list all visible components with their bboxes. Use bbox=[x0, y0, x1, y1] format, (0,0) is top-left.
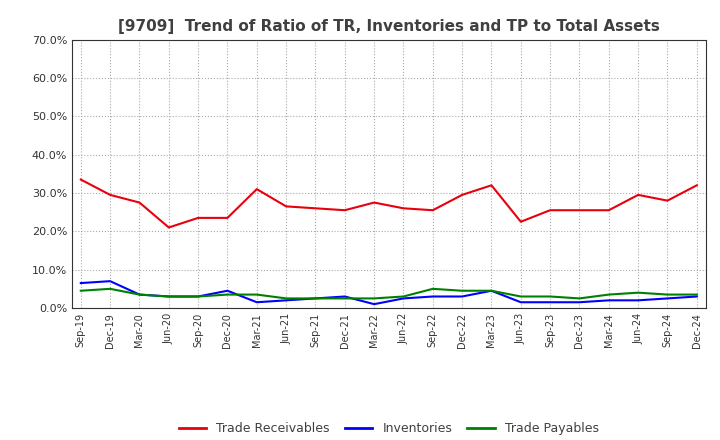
Trade Payables bbox=[76, 288, 85, 293]
Trade Payables bbox=[575, 296, 584, 301]
Trade Payables bbox=[311, 296, 320, 301]
Trade Receivables bbox=[106, 192, 114, 198]
Trade Payables bbox=[546, 294, 554, 299]
Trade Receivables bbox=[516, 219, 525, 224]
Inventories bbox=[253, 300, 261, 305]
Trade Payables bbox=[135, 292, 144, 297]
Trade Receivables bbox=[194, 215, 202, 220]
Inventories bbox=[370, 301, 379, 307]
Trade Receivables bbox=[341, 208, 349, 213]
Inventories bbox=[458, 294, 467, 299]
Trade Receivables bbox=[575, 208, 584, 213]
Inventories bbox=[311, 296, 320, 301]
Trade Receivables bbox=[693, 183, 701, 188]
Inventories bbox=[106, 279, 114, 284]
Title: [9709]  Trend of Ratio of TR, Inventories and TP to Total Assets: [9709] Trend of Ratio of TR, Inventories… bbox=[118, 19, 660, 34]
Line: Trade Payables: Trade Payables bbox=[81, 289, 697, 298]
Trade Receivables bbox=[487, 183, 496, 188]
Inventories bbox=[76, 280, 85, 286]
Trade Payables bbox=[282, 296, 290, 301]
Trade Payables bbox=[458, 288, 467, 293]
Trade Payables bbox=[605, 292, 613, 297]
Trade Payables bbox=[487, 288, 496, 293]
Trade Payables bbox=[634, 290, 642, 295]
Inventories bbox=[605, 298, 613, 303]
Line: Trade Receivables: Trade Receivables bbox=[81, 180, 697, 227]
Inventories bbox=[546, 300, 554, 305]
Inventories bbox=[223, 288, 232, 293]
Trade Payables bbox=[194, 294, 202, 299]
Trade Receivables bbox=[223, 215, 232, 220]
Inventories bbox=[399, 296, 408, 301]
Inventories bbox=[341, 294, 349, 299]
Trade Receivables bbox=[76, 177, 85, 182]
Trade Receivables bbox=[634, 192, 642, 198]
Trade Receivables bbox=[546, 208, 554, 213]
Trade Payables bbox=[164, 294, 173, 299]
Inventories bbox=[164, 294, 173, 299]
Trade Payables bbox=[341, 296, 349, 301]
Trade Receivables bbox=[282, 204, 290, 209]
Inventories bbox=[663, 296, 672, 301]
Trade Receivables bbox=[428, 208, 437, 213]
Trade Payables bbox=[399, 294, 408, 299]
Trade Receivables bbox=[605, 208, 613, 213]
Legend: Trade Receivables, Inventories, Trade Payables: Trade Receivables, Inventories, Trade Pa… bbox=[173, 416, 605, 440]
Trade Payables bbox=[516, 294, 525, 299]
Trade Payables bbox=[253, 292, 261, 297]
Inventories bbox=[575, 300, 584, 305]
Trade Receivables bbox=[253, 187, 261, 192]
Trade Receivables bbox=[663, 198, 672, 203]
Trade Payables bbox=[428, 286, 437, 291]
Inventories bbox=[135, 292, 144, 297]
Trade Receivables bbox=[458, 192, 467, 198]
Inventories bbox=[282, 298, 290, 303]
Trade Receivables bbox=[399, 205, 408, 211]
Trade Receivables bbox=[135, 200, 144, 205]
Trade Payables bbox=[663, 292, 672, 297]
Trade Payables bbox=[223, 292, 232, 297]
Inventories bbox=[194, 294, 202, 299]
Trade Payables bbox=[370, 296, 379, 301]
Inventories bbox=[487, 288, 496, 293]
Inventories bbox=[634, 298, 642, 303]
Inventories bbox=[516, 300, 525, 305]
Trade Receivables bbox=[164, 225, 173, 230]
Trade Receivables bbox=[311, 205, 320, 211]
Trade Payables bbox=[693, 292, 701, 297]
Inventories bbox=[428, 294, 437, 299]
Line: Inventories: Inventories bbox=[81, 281, 697, 304]
Trade Receivables bbox=[370, 200, 379, 205]
Trade Payables bbox=[106, 286, 114, 291]
Inventories bbox=[693, 294, 701, 299]
